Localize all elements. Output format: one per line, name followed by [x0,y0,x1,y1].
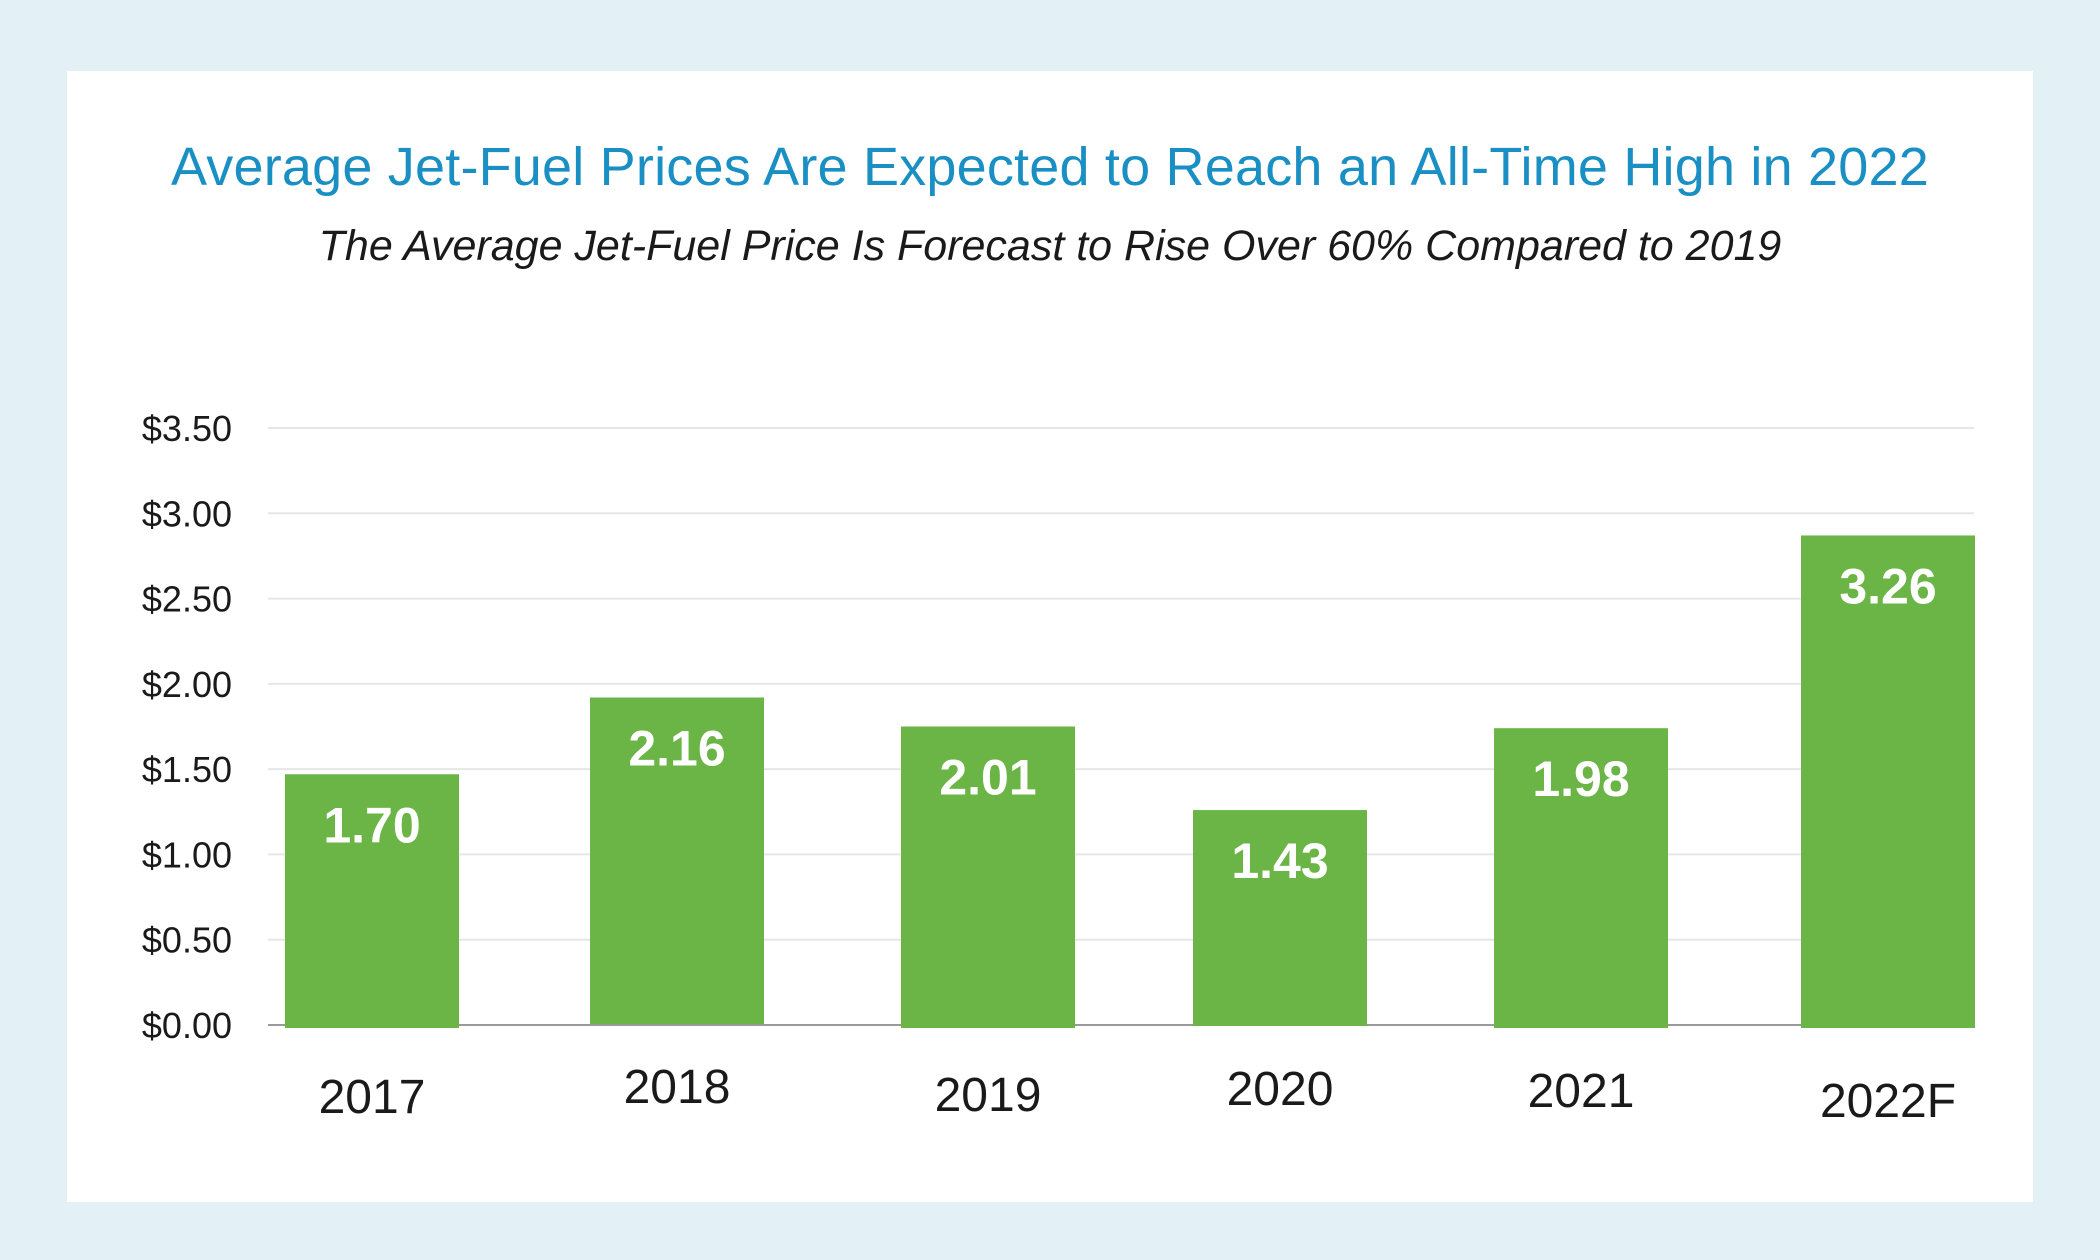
y-tick-label: $0.50 [142,920,232,961]
x-tick-label-2018: 2018 [624,1061,731,1114]
y-tick-label: $2.00 [142,664,232,705]
y-tick-label: $0.00 [142,1005,232,1046]
x-tick-label-2017: 2017 [319,1071,426,1124]
data-label-2022f: 3.26 [1839,558,1936,614]
bar-2022f [1801,535,1975,1028]
chart-title: Average Jet-Fuel Prices Are Expected to … [171,137,1929,197]
bar-2020 [1193,810,1367,1026]
y-tick-label: $3.00 [142,493,232,534]
bar-2018 [590,697,764,1024]
data-label-2021: 1.98 [1532,751,1629,807]
y-tick-label: $1.00 [142,834,232,875]
y-tick-label: $2.50 [142,579,232,620]
bar-2017 [285,774,459,1028]
x-tick-label-2020: 2020 [1227,1063,1334,1116]
x-tick-label-2022f: 2022F [1820,1075,1956,1128]
x-tick-label-2019: 2019 [935,1069,1042,1122]
y-tick-label: $3.50 [142,408,232,449]
bar-2021 [1494,728,1668,1028]
bar-2019 [901,726,1075,1028]
data-label-2019: 2.01 [939,750,1036,806]
chart-subtitle: The Average Jet-Fuel Price Is Forecast t… [318,222,1782,270]
data-label-2020: 1.43 [1231,833,1328,889]
data-label-2017: 1.70 [323,797,420,853]
x-tick-label-2021: 2021 [1528,1065,1635,1118]
y-tick-label: $1.50 [142,749,232,790]
data-label-2018: 2.16 [628,721,725,777]
